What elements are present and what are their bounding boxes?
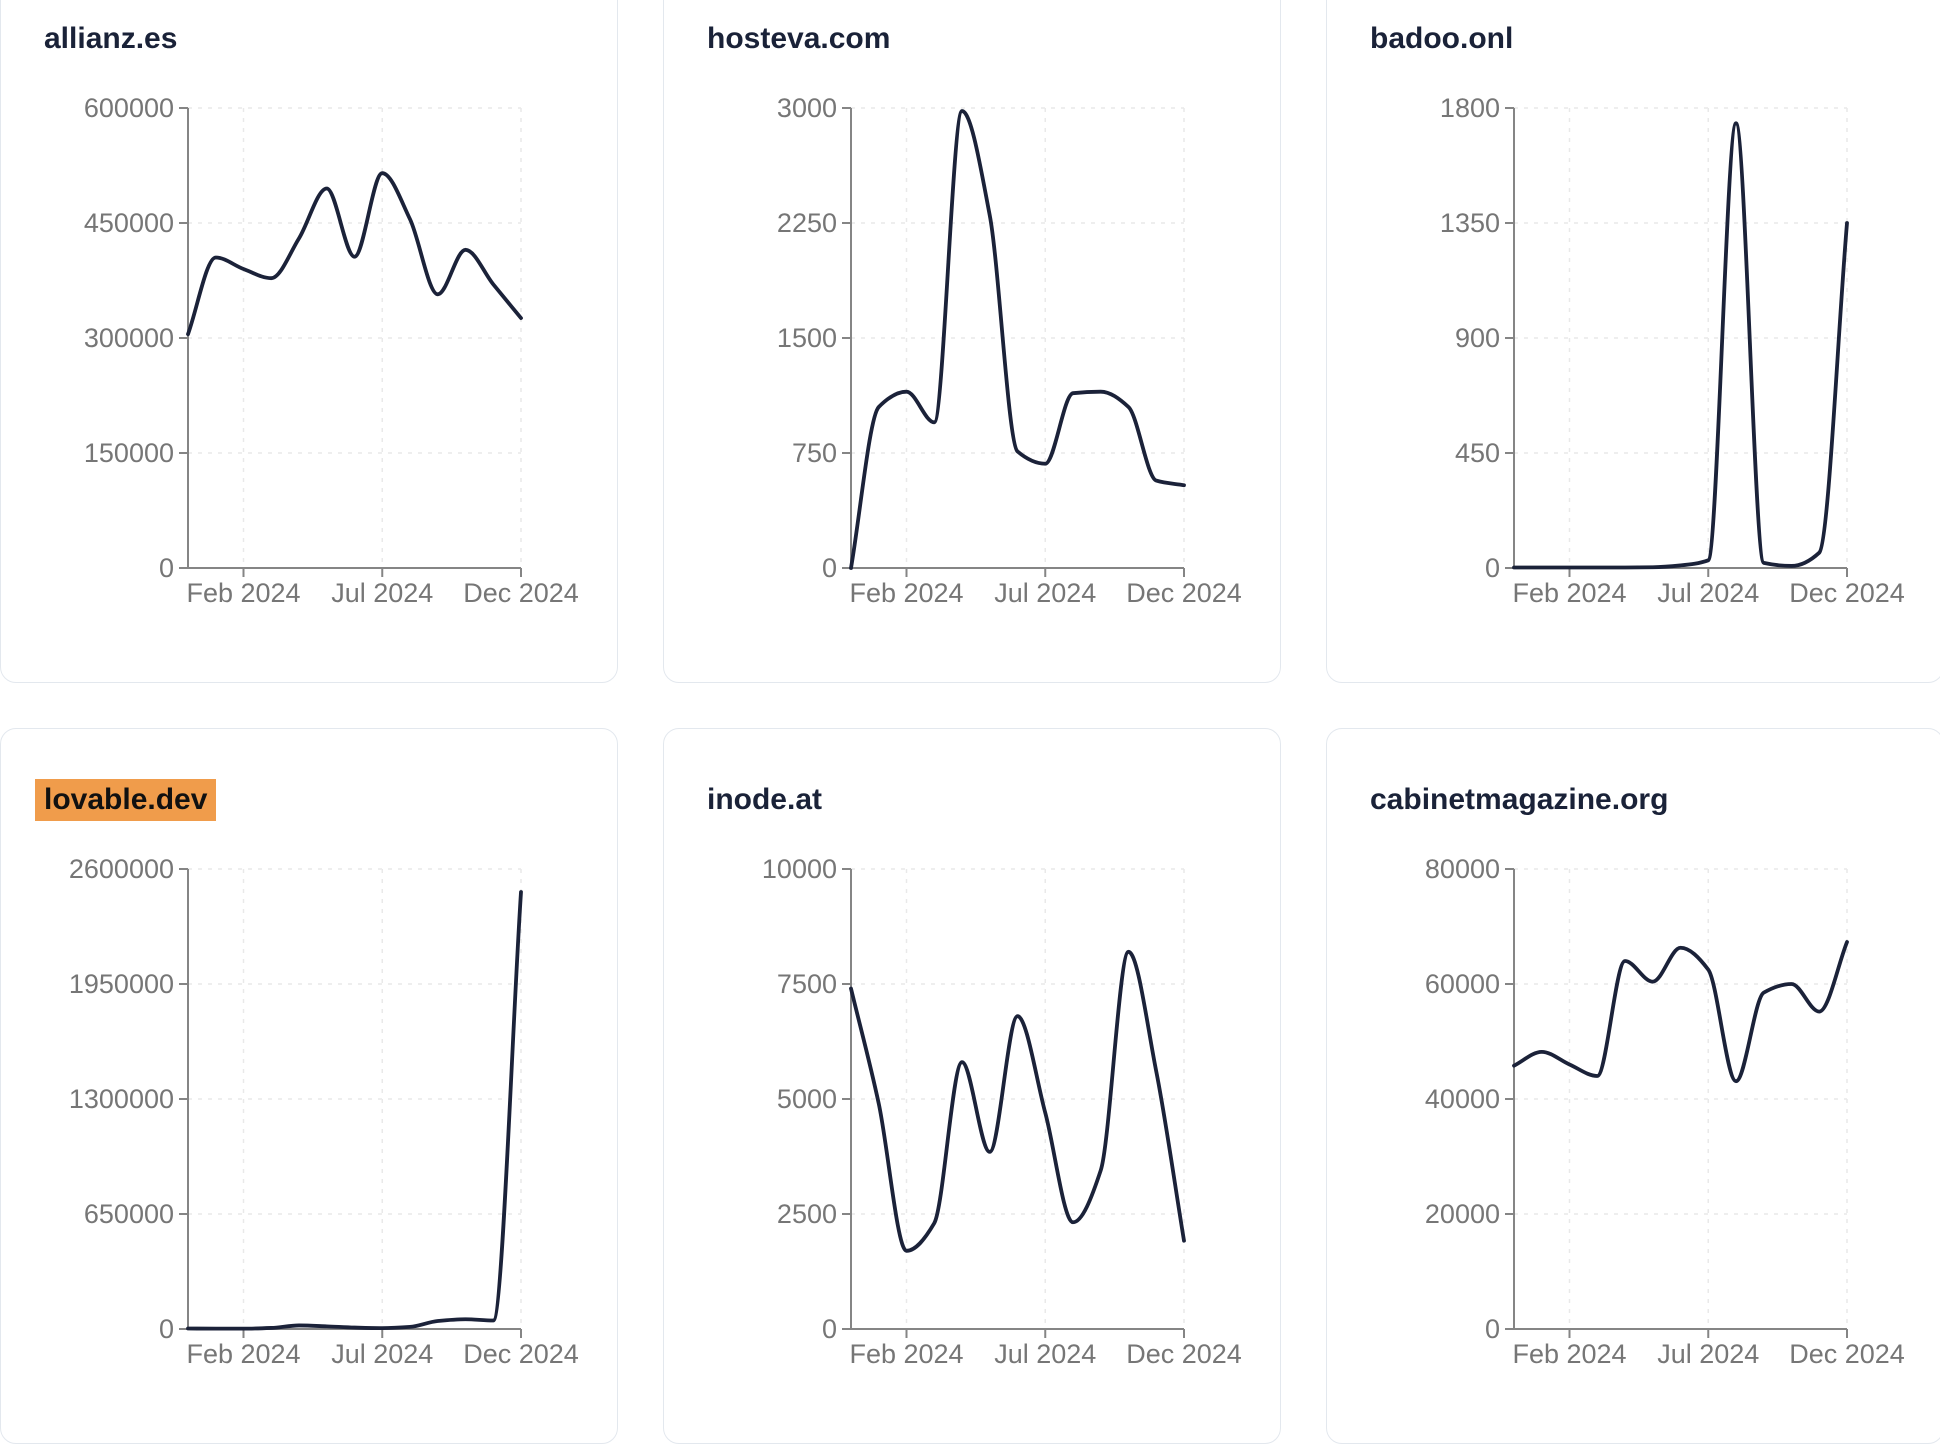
svg-text:650000: 650000 [84, 1199, 174, 1229]
domain-title: hosteva.com [707, 22, 891, 55]
svg-text:300000: 300000 [84, 323, 174, 353]
svg-text:Jul 2024: Jul 2024 [331, 1339, 433, 1369]
card-title-row: lovable.dev [35, 778, 217, 822]
svg-text:0: 0 [1485, 1314, 1500, 1344]
domain-title: allianz.es [44, 22, 178, 55]
domain-title: inode.at [707, 783, 823, 816]
svg-text:450000: 450000 [84, 208, 174, 238]
domain-title-highlighted: lovable.dev [35, 779, 217, 821]
svg-text:150000: 150000 [84, 438, 174, 468]
card-title-row: inode.at [698, 778, 822, 822]
svg-text:Dec 2024: Dec 2024 [1126, 1339, 1242, 1369]
svg-text:Feb 2024: Feb 2024 [1512, 1339, 1626, 1369]
svg-text:Jul 2024: Jul 2024 [331, 578, 433, 608]
svg-text:Dec 2024: Dec 2024 [1789, 578, 1905, 608]
svg-text:5000: 5000 [777, 1084, 837, 1114]
svg-text:1800: 1800 [1440, 93, 1500, 123]
svg-text:Feb 2024: Feb 2024 [186, 578, 300, 608]
svg-text:Feb 2024: Feb 2024 [186, 1339, 300, 1369]
traffic-line-chart: 80000 60000 40000 20000 0 Feb 2024 Jul 2024 Dec… [1425, 854, 1905, 1369]
svg-text:750: 750 [792, 438, 837, 468]
card-title-row: hosteva.com [698, 17, 890, 61]
domain-card-allianz: allianz.es 600000 450000 300000 150000 0 Feb … [0, 0, 618, 683]
svg-text:80000: 80000 [1425, 854, 1500, 884]
svg-text:0: 0 [822, 1314, 837, 1344]
svg-text:7500: 7500 [777, 969, 837, 999]
svg-text:Feb 2024: Feb 2024 [1512, 578, 1626, 608]
svg-text:10000: 10000 [762, 854, 837, 884]
traffic-line-chart: 3000 2250 1500 750 0 Feb 2024 Jul 2024 Dec 2024 [777, 93, 1242, 608]
card-title-row: allianz.es [35, 17, 177, 61]
svg-text:40000: 40000 [1425, 1084, 1500, 1114]
traffic-line-chart: 10000 7500 5000 2500 0 Feb 2024 Jul 2024 Dec 20… [762, 854, 1242, 1369]
traffic-line-chart: 1800 1350 900 450 0 Feb 2024 Jul 2024 Dec 2024 [1440, 93, 1905, 608]
svg-text:Feb 2024: Feb 2024 [849, 1339, 963, 1369]
svg-text:Feb 2024: Feb 2024 [849, 578, 963, 608]
svg-text:0: 0 [1485, 553, 1500, 583]
svg-text:3000: 3000 [777, 93, 837, 123]
domain-card-cabinetmagazine: cabinetmagazine.org 80000 60000 40000 20000… [1326, 728, 1940, 1444]
domain-title: cabinetmagazine.org [1370, 783, 1669, 816]
svg-text:60000: 60000 [1425, 969, 1500, 999]
svg-text:1950000: 1950000 [69, 969, 174, 999]
svg-text:900: 900 [1455, 323, 1500, 353]
svg-text:1500: 1500 [777, 323, 837, 353]
svg-text:Dec 2024: Dec 2024 [463, 578, 579, 608]
traffic-line-chart: 600000 450000 300000 150000 0 Feb 2024 Jul 202… [84, 93, 579, 608]
domain-card-hosteva: hosteva.com 3000 2250 1500 750 0 Feb 2024 Jul … [663, 0, 1281, 683]
domain-card-badoo: badoo.onl 1800 1350 900 450 0 Feb 2024 Jul 202… [1326, 0, 1940, 683]
svg-text:2600000: 2600000 [69, 854, 174, 884]
svg-text:2500: 2500 [777, 1199, 837, 1229]
card-title-row: badoo.onl [1361, 17, 1513, 61]
svg-text:1300000: 1300000 [69, 1084, 174, 1114]
svg-text:0: 0 [159, 553, 174, 583]
svg-text:Dec 2024: Dec 2024 [1126, 578, 1242, 608]
svg-text:0: 0 [822, 553, 837, 583]
svg-text:20000: 20000 [1425, 1199, 1500, 1229]
svg-text:Jul 2024: Jul 2024 [1657, 1339, 1759, 1369]
svg-text:2250: 2250 [777, 208, 837, 238]
svg-text:1350: 1350 [1440, 208, 1500, 238]
card-title-row: cabinetmagazine.org [1361, 778, 1668, 822]
svg-text:Dec 2024: Dec 2024 [1789, 1339, 1905, 1369]
svg-text:Jul 2024: Jul 2024 [994, 578, 1096, 608]
svg-text:600000: 600000 [84, 93, 174, 123]
svg-text:Dec 2024: Dec 2024 [463, 1339, 579, 1369]
svg-text:Jul 2024: Jul 2024 [1657, 578, 1759, 608]
traffic-line-chart: 2600000 1950000 1300000 650000 0 Feb 2024 Jul … [69, 854, 579, 1369]
domain-card-inode: inode.at 10000 7500 5000 2500 0 Feb 2024 Jul 2… [663, 728, 1281, 1444]
svg-text:450: 450 [1455, 438, 1500, 468]
domain-title: badoo.onl [1370, 22, 1514, 55]
svg-text:Jul 2024: Jul 2024 [994, 1339, 1096, 1369]
svg-text:0: 0 [159, 1314, 174, 1344]
domain-card-lovable: lovable.dev 2600000 1950000 1300000 650000 0… [0, 728, 618, 1444]
